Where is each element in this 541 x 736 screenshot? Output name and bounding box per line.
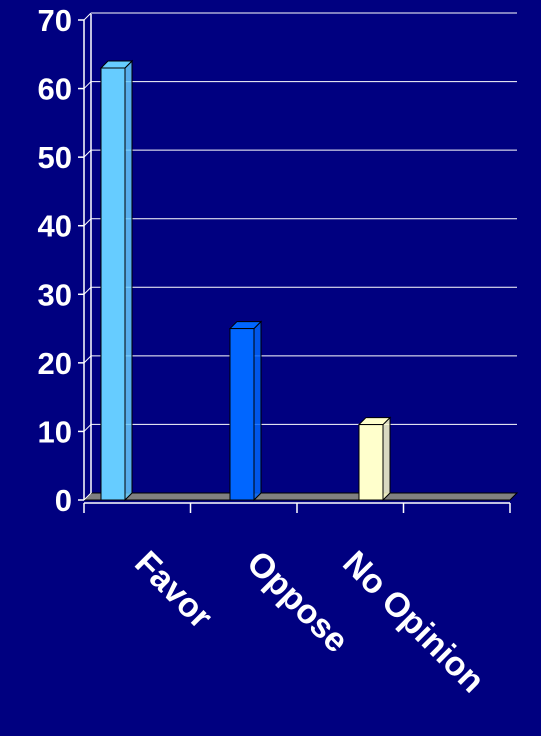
y-tick-label: 30 xyxy=(38,277,72,312)
y-tick-depth xyxy=(83,81,92,89)
bar-oppose xyxy=(228,320,263,502)
y-tick-depth xyxy=(83,12,92,21)
y-tick-label: 50 xyxy=(38,140,72,175)
bar-side xyxy=(124,59,133,502)
bar-side xyxy=(253,320,262,502)
y-tick-depth xyxy=(83,424,92,432)
bar-side xyxy=(382,416,391,502)
y-tick-label: 0 xyxy=(55,483,72,518)
y-tick-label: 60 xyxy=(38,72,72,107)
bar-favor xyxy=(99,59,134,502)
bar-no-opinion xyxy=(357,416,392,502)
x-category-label: Oppose xyxy=(239,544,355,660)
y-tick-label: 70 xyxy=(38,3,72,38)
y-tick-depth xyxy=(83,149,92,158)
bar-front xyxy=(100,67,126,501)
y-tick-label: 40 xyxy=(38,209,72,244)
bar-front xyxy=(358,424,384,501)
y-tick-label: 20 xyxy=(38,346,72,381)
y-tick-depth xyxy=(83,492,92,501)
bar-front xyxy=(229,328,255,501)
chart-floor xyxy=(82,492,519,501)
y-tick-depth xyxy=(83,286,92,295)
y-tick-depth xyxy=(83,218,92,227)
x-category-label: Favor xyxy=(127,544,219,636)
y-tick-depth xyxy=(83,355,92,364)
y-tick-label: 10 xyxy=(38,414,72,449)
x-category-label: No Opinion xyxy=(335,544,491,700)
